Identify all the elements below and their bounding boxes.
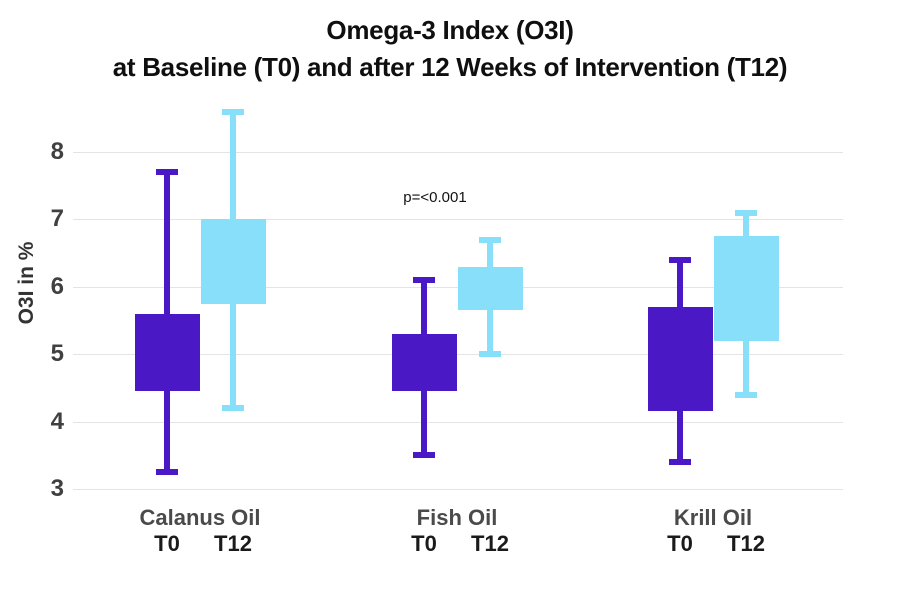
x-group-label-krill-oil: Krill Oil [673,505,753,530]
y-tick-label-5: 5 [50,340,64,368]
box-fish-oil-t0 [391,333,457,392]
gridline-y-3 [73,489,843,490]
p-value-annotation: p=<0.001 [403,189,467,206]
whisker-cap-low-calanus-oil-t12 [222,405,244,412]
whisker-cap-high-krill-oil-t0 [669,256,691,263]
y-tick-label-8: 8 [50,138,64,165]
box-krill-oil-t12 [713,236,779,341]
gridline-y-5 [73,354,843,356]
y-tick-label-3: 3 [50,475,64,502]
whisker-cap-high-fish-oil-t12 [479,236,501,243]
box-fish-oil-t12 [457,266,523,311]
whisker-cap-high-calanus-oil-t12 [222,108,244,115]
box-krill-oil-t0 [647,307,713,412]
y-tick-label-7: 7 [50,205,64,233]
x-time-label-fish-oil-t12: T12 [471,531,509,556]
whisker-cap-high-calanus-oil-t0 [156,169,178,176]
x-time-label-calanus-oil-t12: T12 [214,531,252,556]
x-time-label-krill-oil-t12: T12 [727,531,765,556]
whisker-cap-low-calanus-oil-t0 [156,469,178,476]
whisker-cap-high-fish-oil-t0 [413,277,435,284]
y-tick-label-6: 6 [50,272,64,300]
whisker-cap-low-fish-oil-t0 [413,452,435,459]
whisker-cap-low-fish-oil-t12 [479,351,501,358]
whisker-cap-low-krill-oil-t0 [669,459,691,466]
x-group-label-calanus-oil: Calanus Oil [139,505,261,530]
y-tick-label-4: 4 [50,407,64,435]
gridline-y-7 [73,219,843,221]
box-calanus-oil-t12 [200,219,266,304]
box-calanus-oil-t0 [134,313,200,392]
x-time-label-calanus-oil-t0: T0 [154,531,180,556]
chart-title-line1: Omega-3 Index (O3I) [326,15,574,45]
whisker-cap-high-krill-oil-t12 [735,209,757,216]
x-time-label-krill-oil-t0: T0 [667,531,693,556]
chart-title: Omega-3 Index (O3I) at Baseline (T0) and… [0,12,900,86]
x-group-label-fish-oil: Fish Oil [416,505,498,530]
gridline-y-4 [73,421,843,423]
chart-title-line2: at Baseline (T0) and after 12 Weeks of I… [112,52,788,82]
gridline-y-8 [73,152,843,153]
whisker-cap-low-krill-oil-t12 [735,391,757,398]
x-time-label-fish-oil-t0: T0 [411,531,437,556]
